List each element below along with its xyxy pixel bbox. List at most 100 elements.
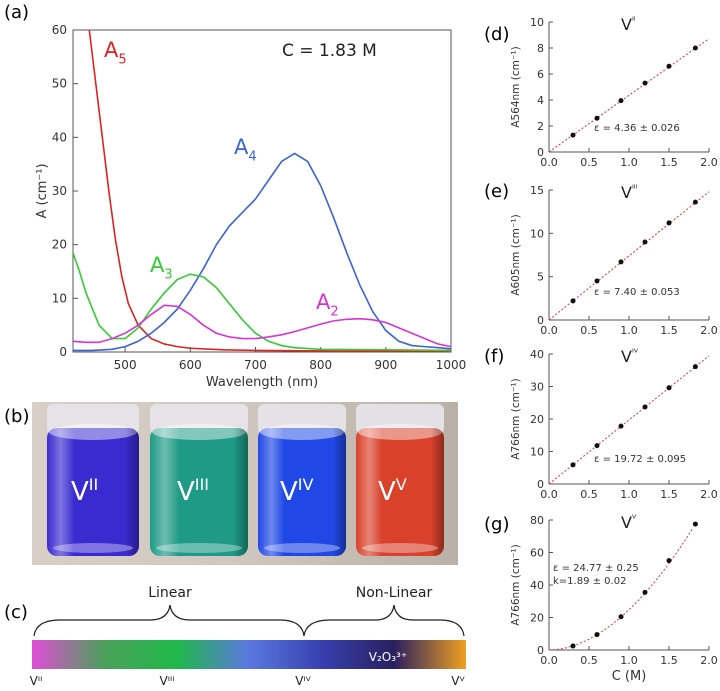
vial-label: VIV [280, 475, 314, 507]
epsilon-annotation: ε = 4.36 ± 0.026 [594, 123, 680, 134]
x-tick-label: 900 [374, 358, 397, 372]
panel-label-b: (b) [4, 406, 29, 427]
nonlinear-label: Non-Linear [356, 585, 433, 601]
x-axis-label: C (M) [612, 669, 647, 684]
data-point [666, 558, 672, 564]
vial-base-glow [53, 543, 133, 553]
chart-title: Vⱽ [621, 513, 637, 532]
y-axis-label: A766nm (cm⁻¹) [510, 544, 522, 625]
data-point [642, 80, 648, 86]
y-tick-label: 10 [530, 16, 544, 29]
y-tick-label: 4 [537, 94, 544, 107]
color-gradient-bar: Linear Non-Linear V₂O₃³⁺ Vᴵᴵ Vᴵᴵᴵ Vᴵⱽ Vⱽ [30, 585, 466, 688]
y-tick-label: 10 [530, 446, 544, 459]
y-tick-label: 0 [537, 146, 544, 159]
y-tick-label: 50 [52, 77, 67, 91]
x-tick-label: 1.0 [620, 324, 638, 337]
y-tick-label: 30 [530, 381, 544, 394]
x-tick-label: 2.0 [700, 324, 718, 337]
x-tick-label: 2.0 [700, 156, 718, 169]
data-point [570, 643, 576, 649]
x-tick-label: 2.0 [700, 488, 718, 501]
vial-glass [258, 428, 346, 556]
x-tick-label: 1000 [436, 358, 467, 372]
y-tick-label: 15 [530, 184, 544, 197]
chart-title: Vᴵᴵᴵ [621, 183, 638, 202]
x-tick-label: 1.5 [660, 156, 678, 169]
data-point [642, 404, 648, 410]
x-tick-label: 0.5 [580, 654, 598, 667]
x-tick-label: 0.0 [540, 488, 558, 501]
x-tick-label: 0.5 [580, 156, 598, 169]
vial-label: VII [71, 475, 98, 507]
gradient-tick-label: Vᴵᴵ [30, 674, 43, 688]
y-tick-label: 0 [59, 345, 67, 359]
y-tick-label: 10 [530, 227, 544, 240]
vial-glass [150, 428, 248, 556]
x-axis-label: Wavelength (nm) [206, 375, 318, 390]
gradient-tick-label: Vⱽ [451, 674, 465, 688]
panel-label-c: (c) [4, 602, 28, 623]
series-label-a4: A4 [234, 135, 257, 164]
vial-glass [356, 428, 444, 556]
panel-label-f: (f) [484, 346, 504, 367]
x-tick-label: 800 [309, 358, 332, 372]
linear-brace [33, 604, 305, 637]
vial-neck [356, 404, 444, 434]
vial-neck [258, 404, 346, 434]
x-tick-label: 1.5 [660, 654, 678, 667]
y-tick-label: 20 [52, 238, 67, 252]
x-tick-label: 1.0 [620, 488, 638, 501]
y-tick-label: 6 [537, 68, 544, 81]
data-point [570, 298, 576, 304]
epsilon-annotation: ε = 19.72 ± 0.095 [594, 454, 686, 465]
panel-label-g: (g) [484, 514, 509, 535]
vial-neck [150, 404, 248, 434]
series-line-a4 [73, 152, 451, 352]
vial-glass [47, 428, 139, 556]
fit-curve [548, 527, 694, 651]
data-point [594, 278, 600, 284]
y-axis-label: A564nm (cm⁻¹) [510, 46, 522, 127]
y-tick-label: 20 [530, 413, 544, 426]
gradient-tick-label: Vᴵⱽ [295, 674, 311, 688]
data-point [618, 614, 624, 620]
calibration-chart-e: 0.0 0.5 1.0 1.5 2.0 0 5 10 15 Vᴵᴵᴵ A605nm (cm⁻¹) ε … [510, 183, 718, 337]
x-tick-label: 0.0 [540, 156, 558, 169]
y-tick-label: 0 [537, 644, 544, 657]
vials-photo: VII VIII VIV VV [32, 402, 458, 565]
concentration-annotation: C = 1.83 M [282, 41, 377, 61]
y-tick-label: 0 [537, 478, 544, 491]
y-axis-label: A (cm⁻¹) [35, 163, 50, 218]
y-tick-label: 8 [537, 42, 544, 55]
chart-title: Vᴵⱽ [621, 347, 639, 366]
vial-base-glow [264, 543, 340, 553]
mid-label: V₂O₃³⁺ [369, 650, 407, 664]
series-line-a2 [73, 304, 451, 348]
x-tick-label: 0.5 [580, 488, 598, 501]
x-tick-label: 1.5 [660, 324, 678, 337]
x-tick-label: 1.0 [620, 654, 638, 667]
series-line-a5 [88, 30, 451, 352]
data-point [692, 199, 698, 205]
y-tick-label: 60 [52, 23, 67, 37]
gradient-rect [32, 640, 466, 669]
series-label-a2: A2 [316, 290, 339, 319]
data-point [594, 443, 600, 449]
vial-neck [47, 404, 139, 434]
data-point [642, 589, 648, 595]
y-tick-label: 5 [537, 271, 544, 284]
vial-base-glow [362, 543, 438, 553]
calibration-chart-f: 0.0 0.5 1.0 1.5 2.0 0 10 20 30 40 Vᴵⱽ A766nm (cm⁻¹)… [510, 347, 718, 501]
nonlinear-brace [303, 604, 465, 637]
data-point [642, 239, 648, 245]
data-point [594, 632, 600, 638]
y-tick-label: 60 [530, 547, 544, 560]
y-tick-label: 0 [537, 314, 544, 327]
data-point [618, 98, 624, 104]
k-annotation: k=1.89 ± 0.02 [553, 576, 626, 587]
data-point [666, 220, 672, 226]
fit-line [548, 38, 710, 153]
y-tick-label: 80 [530, 514, 544, 527]
